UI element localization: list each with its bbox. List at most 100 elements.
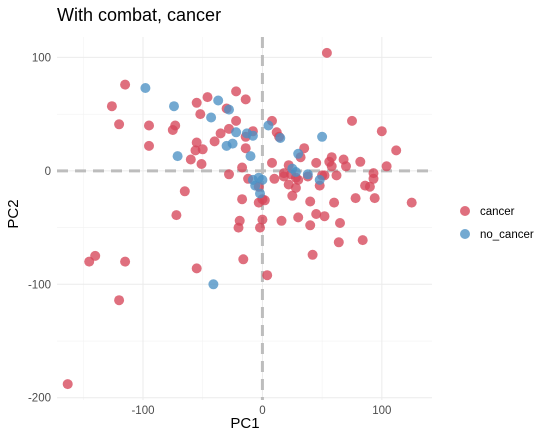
grid-minor	[57, 37, 432, 400]
point-cancer	[114, 295, 124, 305]
point-cancer	[144, 121, 154, 131]
point-cancer	[369, 168, 379, 178]
point-cancer	[277, 216, 287, 226]
x-tick-label: 100	[372, 405, 391, 417]
point-cancer	[355, 157, 365, 167]
point-no_cancer	[208, 279, 218, 289]
point-no_cancer	[224, 105, 234, 115]
point-cancer	[114, 119, 124, 129]
grid-major	[57, 37, 432, 400]
legend-label-no_cancer: no_cancer	[480, 229, 534, 241]
point-no_cancer	[248, 131, 258, 141]
point-cancer	[63, 379, 73, 389]
point-cancer	[237, 163, 247, 173]
point-cancer	[262, 270, 272, 280]
point-no_cancer	[255, 189, 265, 199]
point-cancer	[305, 220, 315, 230]
chart-title: With combat, cancer	[57, 5, 221, 25]
x-axis-ticks: -100 0 100	[131, 405, 391, 417]
point-cancer	[311, 158, 321, 168]
point-no_cancer	[315, 175, 325, 185]
point-no_cancer	[303, 169, 313, 179]
point-no_cancer	[231, 127, 241, 137]
point-cancer	[334, 237, 344, 247]
point-no_cancer	[263, 121, 273, 131]
point-cancer	[197, 159, 207, 169]
point-cancer	[171, 210, 181, 220]
y-axis-ticks: -200 -100 0 100	[28, 52, 51, 404]
legend-key-cancer	[460, 206, 470, 216]
point-no_cancer	[173, 151, 183, 161]
reference-lines	[57, 37, 432, 400]
point-cancer	[120, 257, 130, 267]
point-cancer	[84, 257, 94, 267]
point-cancer	[107, 101, 117, 111]
point-cancer	[341, 161, 351, 171]
point-cancer	[241, 94, 251, 104]
point-cancer	[322, 48, 332, 58]
point-cancer	[180, 186, 190, 196]
y-tick-label: 0	[45, 166, 51, 178]
y-axis-title: PC2	[5, 199, 22, 228]
point-cancer	[234, 223, 244, 233]
point-no_cancer	[213, 96, 223, 106]
point-cancer	[329, 198, 339, 208]
point-cancer	[377, 126, 387, 136]
point-cancer	[224, 169, 234, 179]
point-cancer	[335, 218, 345, 228]
point-cancer	[358, 235, 368, 245]
point-no_cancer	[293, 149, 303, 159]
point-cancer	[391, 145, 401, 155]
point-cancer	[382, 161, 392, 171]
point-no_cancer	[169, 101, 179, 111]
point-no_cancer	[257, 175, 267, 185]
point-no_cancer	[228, 139, 238, 149]
point-no_cancer	[140, 83, 150, 93]
point-cancer	[327, 152, 337, 162]
point-cancer	[305, 197, 315, 207]
point-cancer	[327, 161, 337, 171]
point-cancer	[407, 198, 417, 208]
data-points	[63, 48, 417, 389]
x-tick-label: -100	[131, 405, 154, 417]
point-cancer	[120, 80, 130, 90]
point-cancer	[291, 183, 301, 193]
legend-key-no_cancer	[460, 229, 470, 239]
point-cancer	[308, 250, 318, 260]
point-cancer	[216, 128, 226, 138]
point-cancer	[210, 136, 220, 146]
point-cancer	[195, 109, 205, 119]
legend: cancer no_cancer	[460, 206, 534, 241]
point-no_cancer	[291, 167, 301, 177]
point-cancer	[192, 263, 202, 273]
point-cancer	[231, 116, 241, 126]
point-cancer	[198, 144, 208, 154]
y-tick-label: -100	[28, 279, 51, 291]
point-cancer	[293, 212, 303, 222]
point-cancer	[347, 116, 357, 126]
y-tick-label: -200	[28, 393, 51, 405]
point-no_cancer	[246, 151, 256, 161]
point-cancer	[170, 121, 180, 131]
point-no_cancer	[206, 113, 216, 123]
point-cancer	[267, 158, 277, 168]
point-cancer	[203, 92, 213, 102]
point-no_cancer	[275, 133, 285, 143]
point-cancer	[186, 155, 196, 165]
x-tick-label: 0	[259, 405, 265, 417]
point-cancer	[370, 193, 380, 203]
legend-label-cancer: cancer	[480, 206, 515, 218]
point-cancer	[332, 170, 342, 180]
point-cancer	[144, 141, 154, 151]
point-cancer	[269, 174, 279, 184]
x-axis-title: PC1	[230, 415, 259, 432]
point-cancer	[320, 211, 330, 221]
y-tick-label: 100	[32, 52, 51, 64]
point-cancer	[257, 215, 267, 225]
point-cancer	[238, 254, 248, 264]
point-cancer	[231, 86, 241, 96]
point-no_cancer	[317, 132, 327, 142]
point-cancer	[237, 194, 247, 204]
point-cancer	[192, 98, 202, 108]
